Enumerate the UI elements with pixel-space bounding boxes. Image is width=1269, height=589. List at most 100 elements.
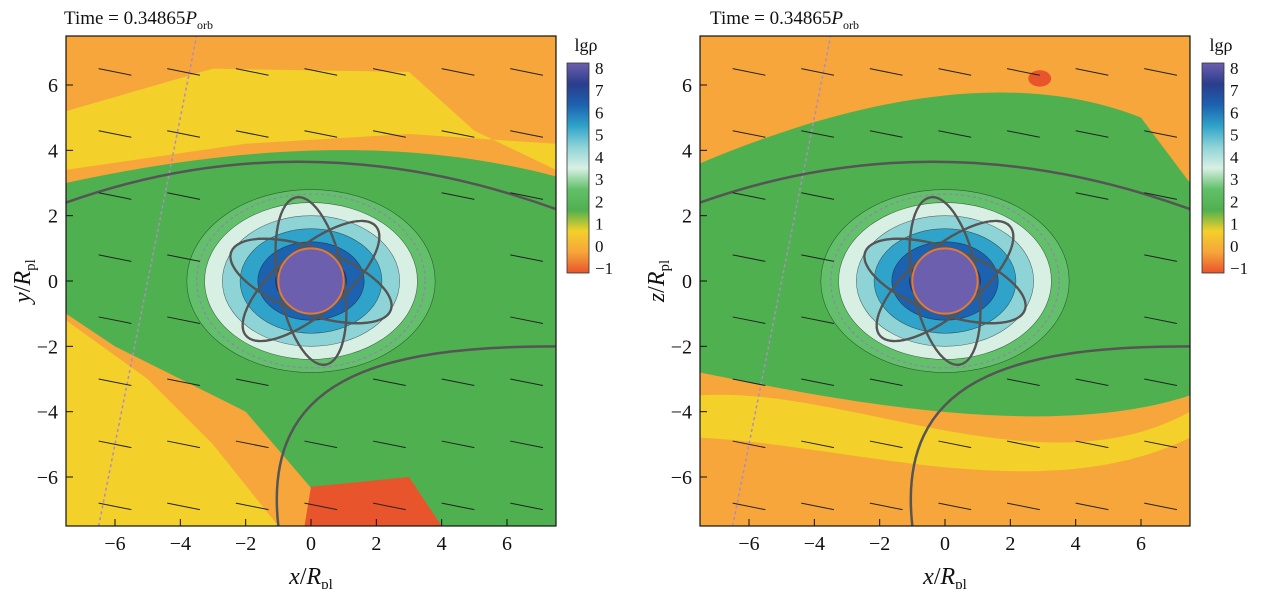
velocity-arrow (732, 440, 766, 449)
velocity-arrow (732, 130, 766, 138)
velocity-arrow (98, 68, 132, 76)
velocity-arrow (1144, 192, 1178, 200)
velocity-arrow (732, 502, 766, 511)
colorbar-tick-label: 6 (1230, 103, 1239, 122)
colorbar (1201, 62, 1225, 274)
y-axis-label: y/Rpl (10, 259, 39, 305)
colorbar-tick-label: 3 (595, 170, 604, 189)
velocity-arrow (98, 316, 132, 324)
velocity-arrow (801, 68, 835, 76)
velocity-arrow (1144, 254, 1178, 262)
velocity-arrow (1075, 502, 1109, 511)
y-tick-label: −2 (671, 336, 692, 358)
velocity-arrow (510, 68, 544, 76)
colorbar-tick-label: 8 (595, 59, 604, 78)
colorbar-title: lgρ (1210, 35, 1233, 55)
velocity-arrow (372, 440, 406, 449)
colorbar-tick-label: 0 (595, 237, 604, 256)
velocity-arrow (167, 440, 201, 449)
velocity-arrow (801, 440, 835, 449)
colorbar-tick-label: 1 (1230, 215, 1239, 234)
velocity-arrow (304, 130, 338, 138)
velocity-arrow (372, 130, 406, 138)
x-tick-label: −4 (804, 533, 825, 555)
velocity-arrow (1075, 68, 1109, 76)
colorbar-tick-label: 2 (1230, 192, 1239, 211)
velocity-arrow (869, 130, 903, 138)
y-tick-label: −4 (37, 402, 58, 424)
streamline (275, 345, 556, 526)
colorbar (566, 62, 590, 274)
lower-yellow-band (700, 394, 1190, 472)
time-label: Time = 0.34865Porb (64, 8, 214, 32)
colorbar-tick-label: 5 (1230, 126, 1239, 145)
velocity-arrow (869, 502, 903, 511)
velocity-arrow (510, 254, 544, 262)
planet-disk (911, 247, 979, 315)
velocity-arrow (1144, 440, 1178, 449)
colorbar-tick-label: 4 (1230, 148, 1239, 167)
velocity-arrow (938, 130, 972, 138)
colorbar-title: lgρ (575, 35, 598, 55)
velocity-arrow (801, 502, 835, 511)
x-tick-label: 2 (1005, 533, 1015, 555)
velocity-arrow (167, 378, 201, 387)
colorbar-tick-label: 0 (1230, 237, 1239, 256)
colorbar-tick-label: 1 (595, 215, 604, 234)
velocity-arrow (167, 316, 201, 324)
velocity-arrow (235, 440, 269, 449)
colorbar-tick-label: 6 (595, 103, 604, 122)
streamline (909, 345, 1190, 526)
velocity-arrow (510, 378, 544, 387)
velocity-arrow (304, 440, 338, 449)
velocity-arrow (1075, 130, 1109, 138)
colorbar-tick-label: −1 (1230, 259, 1248, 278)
velocity-arrow (732, 68, 766, 76)
velocity-arrow (1144, 378, 1178, 387)
lower-left-yellow (66, 320, 279, 526)
panel-xz: Time = 0.34865Porb −6 −4 −2 0 2 4 6 6 4 2 0 −2 −4 −6 x… (634, 0, 1268, 589)
y-tick-label: −2 (37, 336, 58, 358)
velocity-arrow (1006, 68, 1040, 76)
y-tick-label: 6 (48, 75, 58, 97)
y-tick-label: −4 (671, 402, 692, 424)
velocity-arrow (167, 254, 201, 262)
velocity-arrow (801, 254, 835, 262)
velocity-arrow (441, 68, 475, 76)
velocity-arrow (235, 502, 269, 511)
velocity-arrow (732, 316, 766, 324)
velocity-arrow (801, 192, 835, 200)
velocity-arrow (510, 316, 544, 324)
velocity-arrow (98, 254, 132, 262)
x-tick-label: 2 (371, 533, 381, 555)
velocity-arrow (304, 502, 338, 511)
planet-disk (277, 247, 345, 315)
lower-red-patch (304, 477, 442, 526)
x-tick-label: 4 (1071, 533, 1081, 555)
y-tick-label: 2 (682, 206, 692, 228)
velocity-arrow (235, 378, 269, 387)
colorbar-tick-label: −1 (595, 259, 613, 278)
density-map-xy: −6 −4 −2 0 2 4 6 6 4 2 0 −2 −4 −6 x/Rpl y/Rpl lgρ 8 7 6 5 4 3 2… (10, 35, 613, 589)
velocity-arrow (1006, 440, 1040, 449)
velocity-arrow (441, 130, 475, 138)
y-tick-label: −6 (37, 467, 58, 489)
y-tick-label: 6 (682, 75, 692, 97)
velocity-arrow (98, 192, 132, 200)
terminator-line (731, 36, 832, 526)
colorbar-tick-label: 3 (1230, 170, 1239, 189)
velocity-arrow (98, 130, 132, 138)
velocity-arrow (732, 254, 766, 262)
velocity-arrow (372, 68, 406, 76)
velocity-arrow (1075, 378, 1109, 387)
velocity-arrow (869, 440, 903, 449)
y-tick-label: 0 (682, 271, 692, 293)
velocity-arrow (98, 440, 132, 449)
x-tick-label: 6 (1136, 533, 1146, 555)
density-map-xz: −6 −4 −2 0 2 4 6 6 4 2 0 −2 −4 −6 x/Rpl z/Rpl lgρ 8 7 6 5 4 3 2… (644, 35, 1248, 589)
x-axis-label: x/Rpl (288, 564, 333, 589)
roche-lobe-boundary (830, 193, 1060, 369)
x-tick-label: −6 (738, 533, 759, 555)
streamline (66, 160, 556, 211)
velocity-arrow (510, 502, 544, 511)
